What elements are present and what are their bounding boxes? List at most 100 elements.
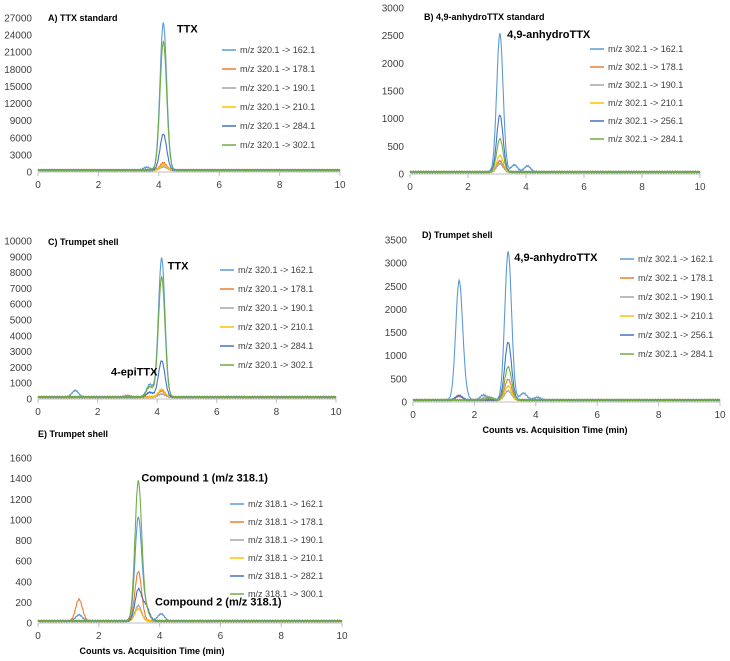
legend-entry: m/z 302.1 -> 178.1 [638, 273, 713, 283]
y-tick-label: 9000 [10, 252, 33, 263]
x-tick-label: 10 [330, 407, 342, 418]
legend-entry: m/z 302.1 -> 190.1 [608, 80, 683, 90]
y-tick-label: 3500 [385, 236, 408, 247]
legend-entry: m/z 318.1 -> 282.1 [248, 571, 323, 581]
y-tick-label: 0 [26, 168, 32, 179]
y-tick-label: 1600 [10, 454, 33, 465]
y-tick-label: 0 [26, 619, 32, 630]
chart-title: B) 4,9-anhydroTTX standard [424, 12, 545, 22]
chart-title: D) Trumpet shell [422, 230, 493, 240]
x-axis-label: Counts vs. Acquisition Time (min) [79, 646, 224, 656]
y-tick-label: 0 [401, 398, 407, 409]
series-line [412, 365, 721, 402]
x-tick-label: 10 [334, 180, 346, 191]
legend-entry: m/z 320.1 -> 284.1 [240, 121, 315, 131]
peak-annotation: Compound 1 (m/z 318.1) [141, 473, 268, 485]
y-tick-label: 1400 [10, 474, 33, 485]
x-tick-label: 6 [581, 182, 587, 193]
legend-entry: m/z 318.1 -> 190.1 [248, 535, 323, 545]
legend-entry: m/z 302.1 -> 284.1 [638, 349, 713, 359]
series-line [409, 153, 701, 174]
y-tick-label: 500 [390, 374, 407, 385]
y-tick-label: 5000 [10, 316, 33, 327]
x-tick-label: 10 [714, 410, 726, 421]
y-tick-label: 2000 [385, 305, 408, 316]
x-tick-label: 0 [35, 180, 41, 191]
peak-annotation: 4-epiTTX [111, 366, 158, 378]
y-tick-label: 6000 [10, 133, 33, 144]
y-tick-label: 1000 [382, 114, 405, 125]
legend-entry: m/z 302.1 -> 284.1 [608, 134, 683, 144]
legend-entry: m/z 320.1 -> 162.1 [240, 45, 315, 55]
x-tick-label: 2 [472, 410, 478, 421]
y-tick-label: 10000 [4, 237, 32, 248]
legend-entry: m/z 302.1 -> 162.1 [608, 44, 683, 54]
chart-title: A) TTX standard [48, 13, 118, 23]
peak-annotation: 4,9-anhydroTTX [514, 252, 598, 264]
y-tick-label: 2000 [10, 363, 33, 374]
chart-b-anhydrottx-standard: 0 500 1000 1500 2000 2500 3000 0 2 4 6 8 10 B) 4,9-an… [382, 4, 706, 194]
y-tick-label: 200 [15, 598, 32, 609]
x-axis-label: Counts vs. Acquisition Time (min) [482, 425, 627, 435]
legend-entry: m/z 320.1 -> 284.1 [238, 341, 313, 351]
y-tick-label: 27000 [4, 14, 32, 25]
y-tick-label: 1500 [385, 328, 408, 339]
x-tick-label: 2 [96, 631, 102, 642]
y-tick-label: 0 [26, 395, 32, 406]
x-tick-label: 0 [410, 410, 416, 421]
x-tick-label: 8 [656, 410, 662, 421]
y-tick-label: 1000 [10, 379, 33, 390]
y-tick-label: 600 [15, 557, 32, 568]
y-tick-label: 3000 [382, 4, 405, 15]
series-line [37, 275, 337, 399]
x-tick-label: 4 [156, 180, 162, 191]
y-tick-label: 9000 [10, 116, 33, 127]
y-tick-label: 0 [398, 170, 404, 181]
chart-e-trumpet-shell: 0 200 400 600 800 1000 1200 1400 1600 0 2 4 6 8 10 E) T… [10, 429, 348, 656]
x-tick-label: 4 [523, 182, 529, 193]
x-tick-label: 6 [218, 631, 224, 642]
chart-a-ttx-standard: 0 3000 6000 9000 12000 15000 18000 21000 24000 27… [4, 13, 346, 191]
y-tick-label: 6000 [10, 300, 33, 311]
y-tick-label: 12000 [4, 99, 32, 110]
y-tick-label: 1000 [10, 515, 33, 526]
legend-entry: m/z 318.1 -> 178.1 [248, 517, 323, 527]
y-tick-label: 3000 [10, 150, 33, 161]
legend-entry: m/z 302.1 -> 256.1 [638, 330, 713, 340]
series-line [409, 137, 701, 174]
chart-title: E) Trumpet shell [38, 429, 108, 439]
y-tick-label: 7000 [10, 284, 33, 295]
x-tick-label: 0 [35, 407, 41, 418]
chart-title: C) Trumpet shell [48, 237, 119, 247]
legend-entry: m/z 302.1 -> 256.1 [608, 116, 683, 126]
y-tick-label: 800 [15, 536, 32, 547]
y-tick-label: 18000 [4, 65, 32, 76]
y-tick-label: 15000 [4, 82, 32, 93]
series-line [37, 480, 343, 623]
x-tick-label: 8 [278, 631, 284, 642]
legend-entry: m/z 320.1 -> 302.1 [240, 140, 315, 150]
x-tick-label: 4 [157, 631, 163, 642]
y-tick-label: 1200 [10, 495, 33, 506]
x-tick-label: 2 [465, 182, 471, 193]
legend-entry: m/z 318.1 -> 162.1 [248, 499, 323, 509]
y-tick-label: 1500 [382, 87, 405, 98]
x-tick-label: 10 [336, 631, 348, 642]
peak-annotation: Compound 2 (m/z 318.1) [155, 596, 282, 608]
x-tick-label: 2 [96, 180, 102, 191]
x-tick-label: 8 [277, 180, 283, 191]
legend-entry: m/z 302.1 -> 162.1 [638, 254, 713, 264]
legend-entry: m/z 302.1 -> 178.1 [608, 62, 683, 72]
legend-entry: m/z 320.1 -> 162.1 [238, 265, 313, 275]
x-tick-label: 4 [154, 407, 160, 418]
chart-c-trumpet-shell: 0100020003000400050006000700080009000100… [4, 237, 342, 419]
y-tick-label: 1000 [385, 351, 408, 362]
x-tick-label: 0 [35, 631, 41, 642]
legend-entry: m/z 320.1 -> 178.1 [240, 64, 315, 74]
y-tick-label: 400 [15, 577, 32, 588]
y-tick-label: 21000 [4, 48, 32, 59]
y-tick-label: 4000 [10, 331, 33, 342]
peak-annotation: TTX [177, 23, 198, 35]
series-line [37, 39, 341, 172]
legend-entry: m/z 302.1 -> 190.1 [638, 292, 713, 302]
